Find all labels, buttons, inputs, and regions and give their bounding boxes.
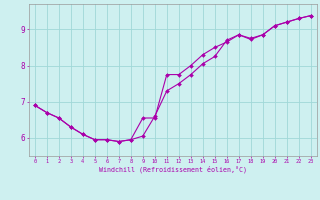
X-axis label: Windchill (Refroidissement éolien,°C): Windchill (Refroidissement éolien,°C)	[99, 166, 247, 173]
